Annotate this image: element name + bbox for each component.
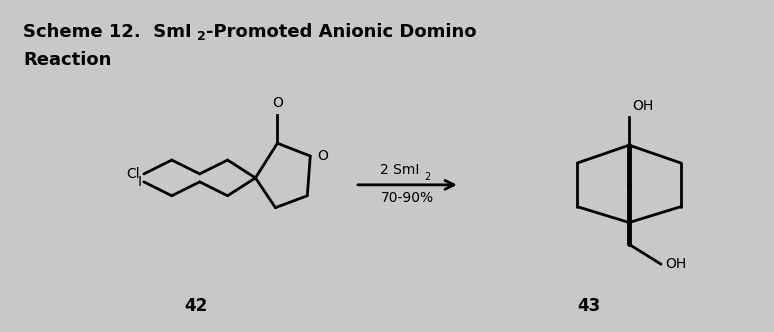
Text: OH: OH (665, 257, 687, 271)
Text: 42: 42 (184, 297, 207, 315)
Text: 2 SmI: 2 SmI (380, 163, 420, 177)
Text: Cl: Cl (126, 167, 140, 181)
Text: I: I (138, 175, 142, 189)
Text: OH: OH (632, 100, 653, 114)
Text: O: O (317, 149, 328, 163)
Text: 43: 43 (577, 297, 601, 315)
Text: Scheme 12.  SmI: Scheme 12. SmI (23, 23, 192, 41)
Text: 2: 2 (197, 30, 206, 43)
Text: O: O (272, 97, 283, 111)
Text: Reaction: Reaction (23, 51, 111, 69)
Text: -Promoted Anionic Domino: -Promoted Anionic Domino (206, 23, 476, 41)
Text: 2: 2 (424, 172, 430, 182)
Text: 70-90%: 70-90% (381, 191, 434, 205)
